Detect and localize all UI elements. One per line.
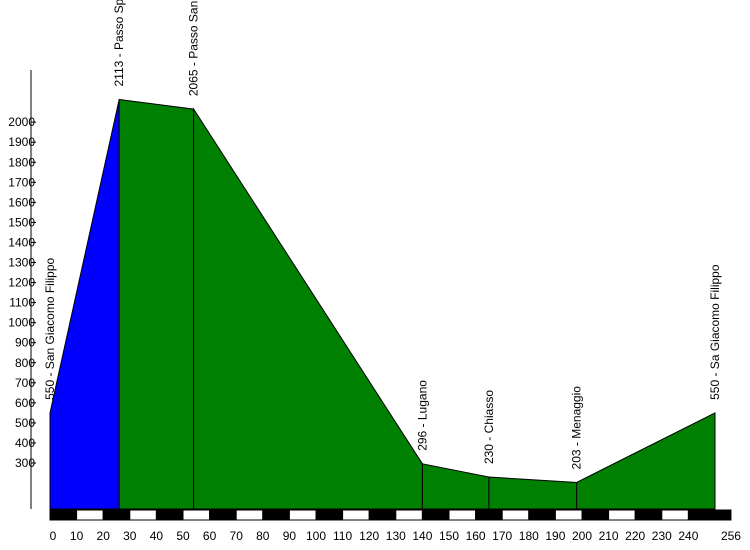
distance-bar-segment	[235, 509, 264, 521]
x-tick-label: 140	[412, 529, 432, 543]
x-tick-label: 200	[572, 529, 592, 543]
distance-bar-segment	[262, 509, 290, 521]
y-tick-label: 1100	[9, 296, 35, 310]
y-tick-label: 2000	[8, 115, 35, 129]
distance-bar-segment	[528, 509, 556, 521]
distance-bar-segment	[448, 509, 477, 521]
y-tick-label: 800	[15, 356, 35, 370]
x-axis: 0 10 20 30 40 50 60 70 80 90 100 110 120 130 140 150 160…	[49, 509, 741, 543]
point-label: 2065 - Passo San Bernardino	[187, 0, 201, 96]
distance-bar-segment	[209, 509, 237, 521]
x-tick-label: 230	[652, 529, 672, 543]
distance-bar-segment	[182, 509, 211, 521]
profile-segments	[49, 98, 716, 510]
distance-bar-segment	[581, 509, 610, 521]
point-label: 550 - Sa Giacomo Filippo	[708, 264, 722, 400]
y-tick-label: 300	[15, 456, 35, 470]
point-label: 230 - Chiasso	[482, 390, 496, 464]
x-tick-label: 60	[203, 529, 217, 543]
distance-bar-segment	[102, 509, 131, 521]
x-tick-label: 210	[599, 529, 619, 543]
distance-bar-segment	[475, 509, 503, 521]
profile-segment	[118, 98, 195, 510]
distance-bar-segment	[501, 509, 530, 521]
x-tick-label: 110	[333, 529, 352, 543]
y-tick-label: 700	[15, 376, 35, 390]
distance-bar-segment	[76, 509, 104, 521]
x-tick-label: 30	[123, 529, 137, 543]
x-tick-label: 190	[545, 529, 565, 543]
x-tick-label: 130	[386, 529, 406, 543]
x-tick-label: 100	[306, 529, 326, 543]
distance-bar-segment	[554, 509, 583, 521]
x-tick-label: 40	[150, 529, 164, 543]
y-tick-label: 1600	[8, 195, 35, 209]
y-tick-label: 1200	[8, 276, 35, 290]
profile-segment	[488, 476, 578, 510]
profile-segment	[193, 107, 423, 510]
x-tick-label: 90	[283, 529, 297, 543]
profile-segment	[421, 463, 490, 510]
x-tick-label: 50	[176, 529, 190, 543]
x-tick-label: 150	[439, 529, 459, 543]
point-label: 296 - Lugano	[415, 380, 429, 451]
y-tick-label: 600	[15, 396, 35, 410]
profile-segment	[576, 412, 716, 510]
y-axis: 300 400 500 600 700 800 900 1000 1100 1200 1300 140…	[8, 70, 36, 509]
distance-bar-segment	[288, 509, 317, 521]
y-tick-label: 900	[15, 336, 35, 350]
x-tick-label: 120	[359, 529, 379, 543]
distance-bar-segment	[687, 509, 732, 521]
x-tick-label: 256	[721, 529, 741, 543]
x-tick-label: 180	[519, 529, 539, 543]
point-labels: 550 - San Giacomo Filippo 2113 - Passo Sp…	[43, 0, 722, 469]
distance-bar-segment	[129, 509, 157, 521]
x-tick-label: 80	[256, 529, 270, 543]
distance-bar-segment	[395, 509, 423, 521]
x-tick-label: 220	[625, 529, 645, 543]
point-label: 2113 - Passo Spluga	[112, 0, 126, 86]
distance-bar-segment	[608, 509, 636, 521]
x-tick-label: 70	[230, 529, 244, 543]
x-tick-label: 240	[678, 529, 698, 543]
distance-bar-segment	[661, 509, 689, 521]
distance-bar-segment	[421, 509, 450, 521]
x-tick-label: 10	[70, 529, 84, 543]
y-tick-label: 1800	[8, 155, 35, 169]
y-tick-label: 400	[15, 436, 35, 450]
y-tick-label: 1900	[8, 135, 35, 149]
x-tick-label: 0	[50, 529, 57, 543]
distance-bar-segment	[49, 509, 78, 521]
point-label: 550 - San Giacomo Filippo	[43, 257, 57, 399]
distance-bar-segment	[315, 509, 344, 521]
y-tick-label: 1500	[8, 215, 35, 229]
y-tick-label: 1300	[8, 256, 35, 270]
x-tick-label: 20	[97, 529, 111, 543]
distance-bar-segment	[368, 509, 397, 521]
x-tick-label: 170	[492, 529, 512, 543]
y-tick-label: 500	[15, 416, 35, 430]
distance-bar-segment	[342, 509, 370, 521]
point-label: 203 - Menaggio	[570, 386, 584, 470]
distance-bar-segment	[634, 509, 663, 521]
profile-segment	[49, 99, 120, 510]
y-tick-label: 1400	[8, 235, 35, 249]
y-tick-label: 1700	[8, 175, 35, 189]
x-tick-label: 160	[466, 529, 486, 543]
distance-bar-segment	[155, 509, 184, 521]
y-tick-label: 1000	[8, 316, 35, 330]
